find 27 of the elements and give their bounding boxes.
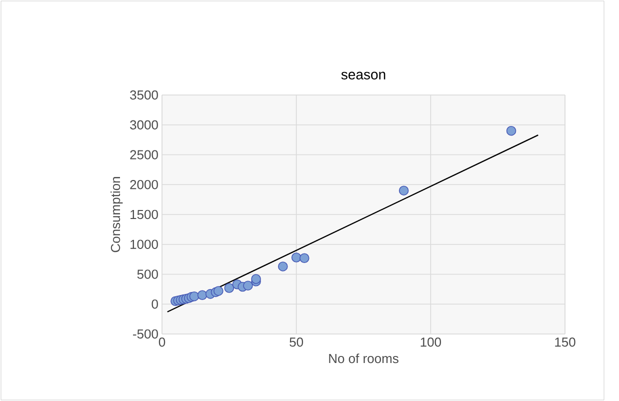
- point: [506, 126, 516, 136]
- y-tick-label: -500: [133, 329, 158, 339]
- y-tick-label: 3500: [130, 90, 158, 100]
- y-tick-label: 1000: [130, 240, 158, 249]
- point: [224, 283, 234, 293]
- point: [243, 280, 253, 290]
- point: [214, 286, 224, 296]
- x-tick-label: 50: [290, 338, 304, 347]
- x-tick-label: 100: [420, 338, 442, 347]
- point: [189, 291, 200, 302]
- y-tick-label: 2000: [130, 180, 158, 190]
- x-axis-title: No of rooms: [329, 354, 398, 364]
- x-tick-label: 0: [158, 338, 166, 347]
- y-tick-label: 500: [137, 270, 158, 279]
- point: [299, 253, 310, 264]
- point: [197, 290, 208, 300]
- point: [291, 252, 302, 262]
- chart-title: season: [341, 72, 386, 80]
- y-tick-label: 3000: [130, 120, 158, 130]
- point: [398, 186, 409, 196]
- point: [251, 274, 261, 284]
- y-tick-label: 1500: [130, 210, 158, 220]
- y-tick-label: 0: [152, 300, 158, 309]
- y-tick-label: 2500: [130, 150, 158, 160]
- point: [278, 262, 288, 272]
- x-tick-label: 150: [555, 338, 576, 347]
- y-axis-title: Consumption: [110, 177, 123, 252]
